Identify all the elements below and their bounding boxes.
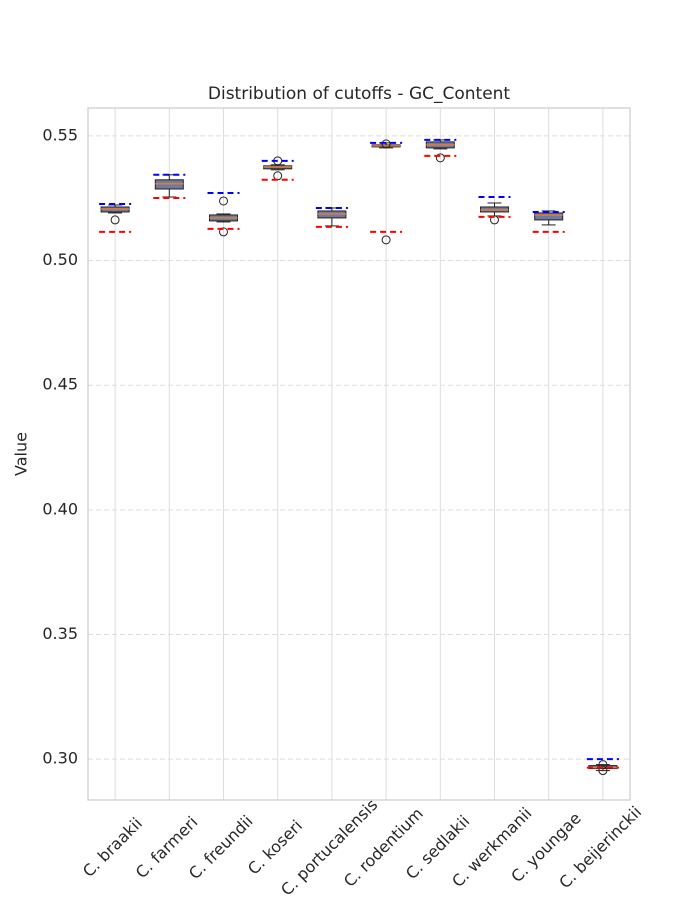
outlier — [435, 153, 445, 163]
y-tick-label: 0.50 — [42, 250, 78, 269]
outlier — [381, 235, 391, 245]
y-tick-label: 0.35 — [42, 624, 78, 643]
chart-title: Distribution of cutoffs - GC_Content — [208, 84, 511, 104]
outlier — [110, 215, 120, 225]
outlier — [490, 215, 499, 225]
outlier — [219, 196, 228, 206]
y-tick-label: 0.55 — [42, 125, 78, 144]
y-tick-label: 0.30 — [42, 749, 78, 768]
outlier — [219, 227, 228, 237]
box — [534, 212, 564, 221]
outlier — [598, 760, 608, 770]
outlier — [598, 766, 608, 776]
plot-frame — [87, 107, 631, 801]
y-tick-label: 0.45 — [42, 375, 78, 394]
y-tick-label: 0.40 — [42, 499, 78, 518]
y-axis-label: Value — [12, 432, 31, 476]
